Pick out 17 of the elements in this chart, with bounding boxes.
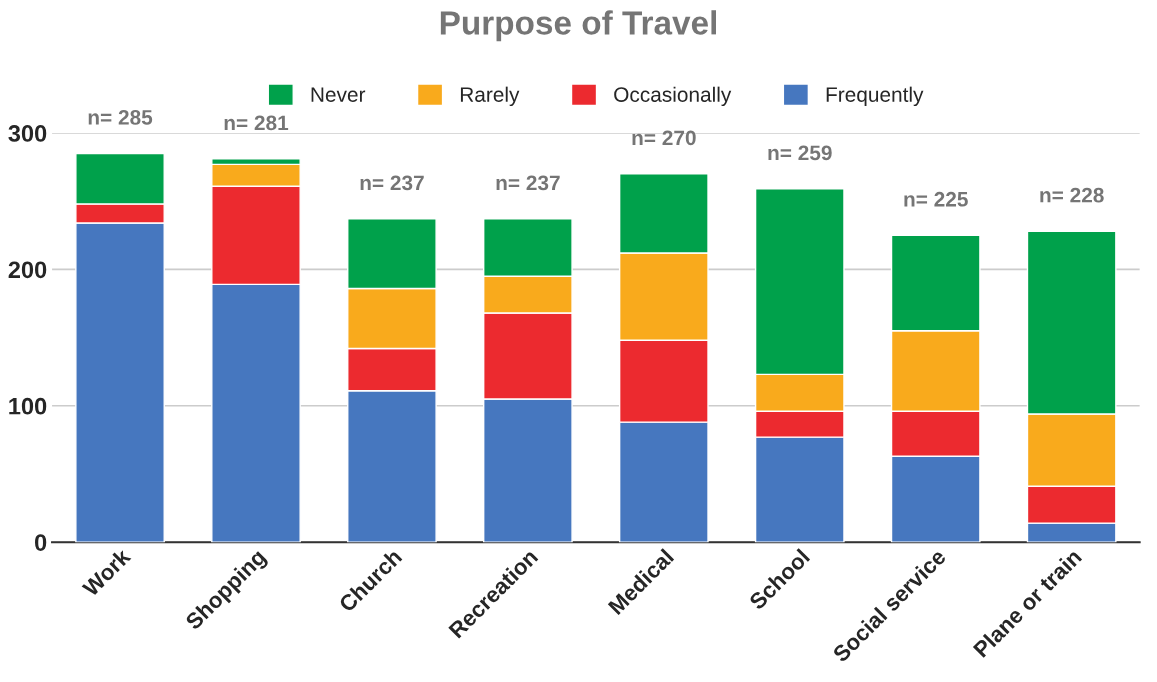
legend-label: Never — [311, 87, 366, 102]
y-tick-label: 0 — [35, 534, 47, 551]
total-label: n= 225 — [904, 191, 968, 207]
total-label: n= 270 — [632, 130, 696, 146]
y-tick-label: 200 — [8, 261, 47, 279]
total-label: n= 228 — [1040, 187, 1104, 203]
total-label: n= 281 — [224, 115, 289, 131]
y-tick-label: 100 — [9, 397, 47, 415]
total-label: n= 259 — [768, 145, 832, 161]
total-label: n= 285 — [88, 110, 153, 125]
total-label: n= 237 — [496, 175, 560, 191]
chart-title: Purpose of Travel — [440, 10, 717, 42]
y-tick-label: 300 — [8, 125, 47, 142]
legend-label: Frequently — [826, 86, 924, 107]
legend-label: Occasionally — [614, 86, 732, 107]
total-label: n= 237 — [360, 175, 424, 191]
legend-label: Rarely — [460, 86, 520, 107]
